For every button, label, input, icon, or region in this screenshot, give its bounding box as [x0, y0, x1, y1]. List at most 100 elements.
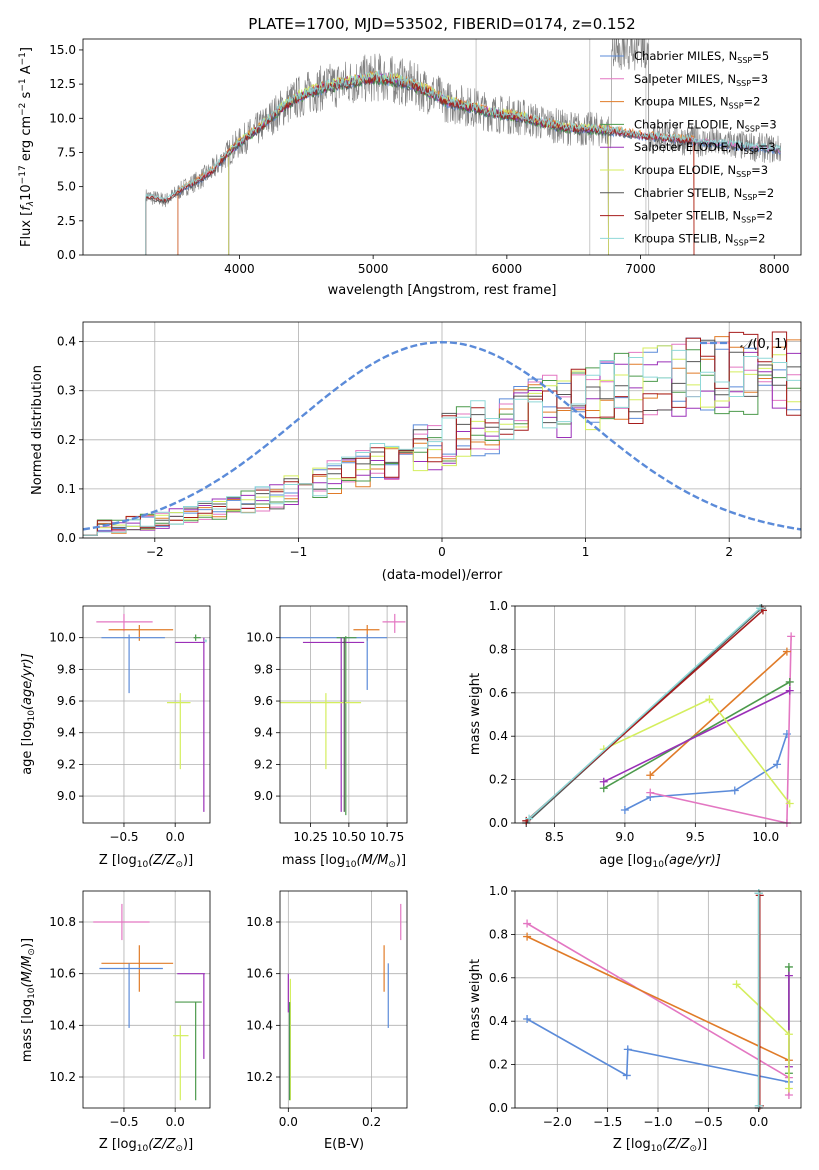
mass-age-ticks: 10.25 10.50 10.75 9.0 9.2 9.4 9.6 9.8 10.0: [246, 631, 404, 844]
legend-label-km: Kroupa MILES, NSSP=2: [634, 95, 760, 111]
ebv-mass-xtick-label: 0.0: [279, 1115, 298, 1129]
ebv-mass-plot-area: [287, 903, 402, 1101]
z-weight-ytick-label: 0.2: [489, 1058, 508, 1072]
ebv-mass-frame: [279, 890, 408, 1109]
spectrum-ytick-label: 10.0: [49, 111, 76, 125]
z-weight-line-cm: [526, 1018, 790, 1083]
z-weight-xtick-label: −1.5: [593, 1115, 622, 1129]
mass-age-panel: 10.25 10.50 10.75 9.0 9.2 9.4 9.6 9.8 10.0 mass …: [246, 605, 408, 870]
spectrum-xlabel: wavelength [Angstrom, rest frame]: [328, 283, 557, 298]
mass-age-ytick-label: 9.4: [254, 726, 273, 740]
mass-age-xtick-label: 10.25: [293, 830, 327, 844]
model-spectrum-ks: [145, 70, 781, 255]
mass-age-ytick-label: 10.0: [246, 631, 273, 645]
residual-hist-ce: [83, 349, 801, 536]
z-weight-plot-area: [523, 889, 793, 1112]
age-weight-marker-se: [785, 686, 794, 695]
age-weight-ytick-label: 0.8: [489, 642, 508, 656]
residuals-xtick-label: 0: [438, 545, 446, 559]
residuals-xtick-label: 1: [582, 545, 590, 559]
mass-age-ytick-label: 9.2: [254, 757, 273, 771]
residuals-ytick-label: 0.4: [57, 335, 76, 349]
z-weight-marker-cm: [523, 1015, 532, 1024]
z-mass-xlabel: Z [log10(Z/Z⊙)]: [99, 1137, 193, 1154]
spectrum-lines: [145, 39, 782, 255]
mass-age-ytick-label: 9.8: [254, 662, 273, 676]
z-weight-marker-ks: [754, 889, 763, 898]
age-weight-plot-area: [522, 604, 796, 827]
age-weight-xlabel: age [log10(age/yr)]: [599, 853, 721, 870]
z-age-xtick-label: −0.5: [109, 830, 138, 844]
ebv-mass-panel: 0.0 0.2 10.2 10.4 10.6 10.8 E(B-V): [246, 890, 408, 1152]
age-weight-panel: 8.5 9.0 9.5 10.0 0.0 0.2 0.4 0.6 0.8 1.0 age [log…: [468, 599, 802, 870]
z-mass-ytick-label: 10.8: [49, 915, 76, 929]
spectrum-ytick-label: 7.5: [57, 145, 76, 159]
residuals-panel: −2 −1 0 1 2 0.0 0.1 0.2 0.3 0.4 (data-model)/erro…: [30, 321, 802, 583]
age-weight-ytick-label: 1.0: [489, 599, 508, 613]
z-age-ytick-label: 9.6: [57, 694, 76, 708]
z-weight-marker-sm: [523, 919, 532, 928]
legend-label-ke: Kroupa ELODIE, NSSP=3: [634, 163, 768, 179]
z-age-ticks: −0.5 0.0 9.0 9.2 9.4 9.6 9.8 10.0: [49, 631, 184, 844]
spectrum-legend: Chabrier MILES, NSSP=5 Salpeter MILES, NS…: [600, 49, 777, 247]
age-weight-line-se: [603, 689, 791, 783]
age-weight-marker-cm: [730, 786, 739, 795]
mass-age-grid: [280, 606, 407, 823]
spectrum-xtick-label: 6000: [492, 262, 523, 276]
z-weight-ticks: −2.0 −1.5 −1.0 −0.5 0.0 0.0 0.2 0.4 0.6 0.8 1.0: [489, 884, 768, 1129]
z-weight-xtick-label: 0.0: [749, 1115, 768, 1129]
z-weight-ylabel: mass weight: [468, 959, 483, 1041]
mass-age-xtick-label: 10.75: [370, 830, 404, 844]
residuals-ticks: −2 −1 0 1 2 0.0 0.1 0.2 0.3 0.4: [57, 335, 733, 559]
age-weight-ytick-label: 0.4: [489, 729, 508, 743]
ebv-mass-xtick-label: 0.2: [362, 1115, 381, 1129]
legend-label-se: Salpeter ELODIE, NSSP=3: [634, 140, 776, 156]
z-age-ylabel: age [log10(age/yr)]: [20, 653, 37, 775]
z-age-xlabel: Z [log10(Z/Z⊙)]: [99, 853, 193, 870]
z-age-grid: [83, 606, 210, 823]
z-weight-marker-se: [784, 971, 793, 980]
z-mass-ytick-label: 10.4: [49, 1018, 76, 1032]
age-weight-marker-sm: [646, 788, 655, 797]
z-mass-ytick-label: 10.2: [49, 1070, 76, 1084]
age-weight-marker-km: [646, 771, 655, 780]
age-weight-ytick-label: 0.6: [489, 686, 508, 700]
z-weight-ytick-label: 0.6: [489, 971, 508, 985]
mass-age-ytick-label: 9.0: [254, 789, 273, 803]
residual-hist-ss: [83, 331, 801, 536]
age-weight-marker-cm: [773, 760, 782, 769]
residuals-xtick-label: 2: [725, 545, 733, 559]
legend-label-sm: Salpeter MILES, NSSP=3: [634, 72, 768, 88]
age-weight-xtick-label: 9.5: [686, 830, 705, 844]
z-weight-xtick-label: −2.0: [543, 1115, 572, 1129]
z-mass-grid: [83, 891, 210, 1108]
z-mass-ticks: −0.5 0.0 10.2 10.4 10.6 10.8: [49, 915, 184, 1129]
residuals-xtick-label: −2: [146, 545, 164, 559]
spectrum-frame: [82, 38, 802, 256]
z-weight-marker-cm: [623, 1045, 632, 1054]
age-weight-ticks: 8.5 9.0 9.5 10.0 0.0 0.2 0.4 0.6 0.8 1.0: [489, 599, 779, 844]
z-mass-frame: [82, 890, 211, 1109]
z-age-ytick-label: 9.4: [57, 726, 76, 740]
age-weight-frame: [514, 605, 802, 824]
age-weight-marker-ce: [785, 677, 794, 686]
mass-age-xlabel: mass [log10(M/M⊙)]: [282, 853, 406, 870]
age-weight-line-ke: [603, 698, 791, 804]
spectrum-ytick-label: 2.5: [57, 214, 76, 228]
z-age-ytick-label: 9.0: [57, 789, 76, 803]
residuals-hists: [83, 331, 801, 536]
mass-age-xtick-label: 10.50: [332, 830, 366, 844]
z-weight-ytick-label: 0.8: [489, 927, 508, 941]
residual-hist-km: [83, 336, 801, 536]
age-weight-line-ks: [528, 607, 761, 820]
z-age-frame: [82, 605, 211, 824]
z-mass-ytick-label: 10.6: [49, 967, 76, 981]
legend-label-cs: Chabrier STELIB, NSSP=2: [634, 186, 774, 202]
residuals-xlabel: (data-model)/error: [382, 568, 503, 583]
ebv-mass-xlabel: E(B-V): [324, 1137, 364, 1152]
z-weight-xlabel: Z [log10(Z/Z⊙)]: [613, 1137, 707, 1154]
ebv-mass-ytick-label: 10.2: [246, 1070, 273, 1084]
age-weight-line-km: [649, 651, 788, 776]
age-weight-marker-cm: [620, 805, 629, 814]
spectrum-panel: PLATE=1700, MJD=53502, FIBERID=0174, z=0…: [18, 15, 802, 298]
